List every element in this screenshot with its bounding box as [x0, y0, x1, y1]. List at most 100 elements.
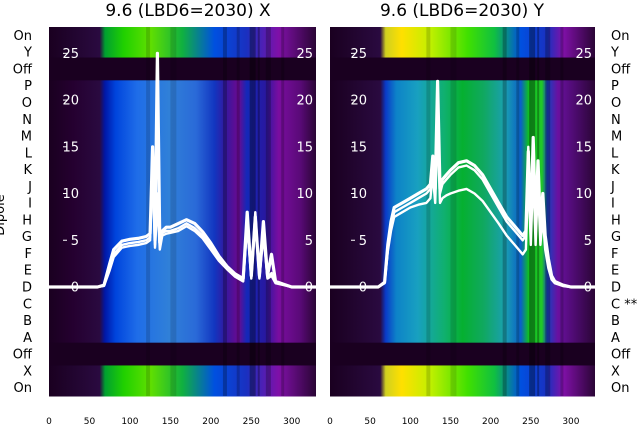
heatmap-band [545, 27, 551, 396]
category-label: C [23, 297, 32, 312]
y-tick-label: 5 [359, 234, 367, 249]
y-tick-label-right: 20 [296, 94, 313, 109]
category-label: B [23, 314, 32, 329]
y-tick-label: 10 [62, 187, 79, 202]
heatmap-band [516, 27, 520, 396]
y-tick-label-right: 15 [296, 140, 313, 155]
overlay-line-x-2 [49, 164, 316, 289]
x-tick-label: 150 [442, 417, 459, 427]
category-label: X [611, 364, 620, 379]
y-tick-label-right: 20 [575, 94, 592, 109]
y-tick-label: 10 [350, 187, 367, 202]
x-tick-label: 0 [46, 417, 52, 427]
heatmap-strip [330, 362, 595, 380]
category-label: A [23, 331, 32, 346]
heatmap-strip [49, 27, 316, 45]
category-label: G [22, 230, 32, 245]
y-tick-label-right: 25 [575, 47, 592, 62]
y-tick-label-right: 25 [296, 47, 313, 62]
y-tick-label-right: 10 [296, 187, 313, 202]
category-label: Y [23, 46, 32, 61]
category-label: D [611, 280, 621, 295]
category-label: E [611, 264, 619, 279]
y-tick-label: 5 [71, 234, 79, 249]
category-label: M [21, 130, 32, 145]
category-label: N [611, 113, 621, 128]
heatmap-band [222, 27, 227, 396]
y-tick-label-right: 5 [305, 234, 313, 249]
chart-title-x: 9.6 (LBD6=2030) X [105, 1, 271, 21]
heatmap-band [236, 27, 240, 396]
category-label: E [24, 264, 32, 279]
category-label: On [14, 381, 32, 396]
category-label: Off [611, 348, 631, 363]
category-label: I [611, 197, 615, 212]
heatmap-band [146, 27, 151, 396]
x-tick-label: 300 [562, 417, 579, 427]
heatmap-body [49, 27, 316, 396]
x-tick-label: 50 [84, 417, 96, 427]
heatmap-strip [49, 362, 316, 380]
x-tick-label: 50 [364, 417, 376, 427]
heatmap-band [170, 27, 177, 396]
x-tick-label: 250 [522, 417, 539, 427]
y-tick-label-right: 5 [584, 234, 592, 249]
y-tick-label-right: 15 [575, 140, 592, 155]
category-label: C ** [611, 297, 638, 312]
category-label: Off [611, 62, 631, 77]
category-label: Off [13, 348, 33, 363]
heatmap-band [560, 27, 564, 396]
category-label: On [611, 381, 629, 396]
category-label: O [22, 96, 32, 111]
x-tick-label: 200 [202, 417, 219, 427]
category-label: B [611, 314, 620, 329]
heatmap-off-row [330, 57, 595, 81]
category-label: X [23, 364, 32, 379]
heatmap-band [450, 27, 457, 396]
category-label: N [22, 113, 32, 128]
heatmap-strip [330, 379, 595, 397]
y-tick-label: 25 [350, 47, 367, 62]
category-label: G [611, 230, 621, 245]
category-label: J [27, 180, 32, 195]
heatmap-strip [330, 27, 595, 45]
category-label: Off [13, 62, 33, 77]
category-label: F [611, 247, 618, 262]
heatmap-off-row [49, 342, 316, 366]
category-label: P [611, 79, 619, 94]
category-label: O [611, 96, 621, 111]
category-label: A [611, 331, 620, 346]
category-label: On [611, 29, 629, 44]
category-label: M [611, 130, 622, 145]
y-tick-label: 15 [62, 140, 79, 155]
category-label: H [611, 213, 621, 228]
category-label: P [24, 79, 32, 94]
category-label: L [25, 146, 33, 161]
heatmap-band [281, 27, 285, 396]
heatmap-band [426, 27, 431, 396]
y-tick-label-right: 10 [575, 187, 592, 202]
category-label: K [23, 163, 32, 178]
overlay-line-y-2 [330, 126, 595, 289]
x-tick-label: 0 [327, 417, 333, 427]
category-label: H [22, 213, 32, 228]
heatmap-body [330, 27, 595, 396]
category-label: L [611, 146, 619, 161]
heatmap-strip [49, 43, 316, 62]
heatmap-strip [49, 379, 316, 397]
x-tick-label: 100 [402, 417, 419, 427]
chart-title-y: 9.6 (LBD6=2030) Y [380, 1, 545, 21]
category-label: Y [610, 46, 619, 61]
y-tick-label: 20 [350, 94, 367, 109]
category-label: K [611, 163, 620, 178]
x-tick-label: 250 [243, 417, 260, 427]
heatmap-off-row [330, 342, 595, 366]
category-label: F [25, 247, 32, 262]
x-tick-label: 100 [121, 417, 138, 427]
heatmap-strip [330, 43, 595, 62]
category-label: D [22, 280, 32, 295]
x-tick-label: 300 [283, 417, 300, 427]
